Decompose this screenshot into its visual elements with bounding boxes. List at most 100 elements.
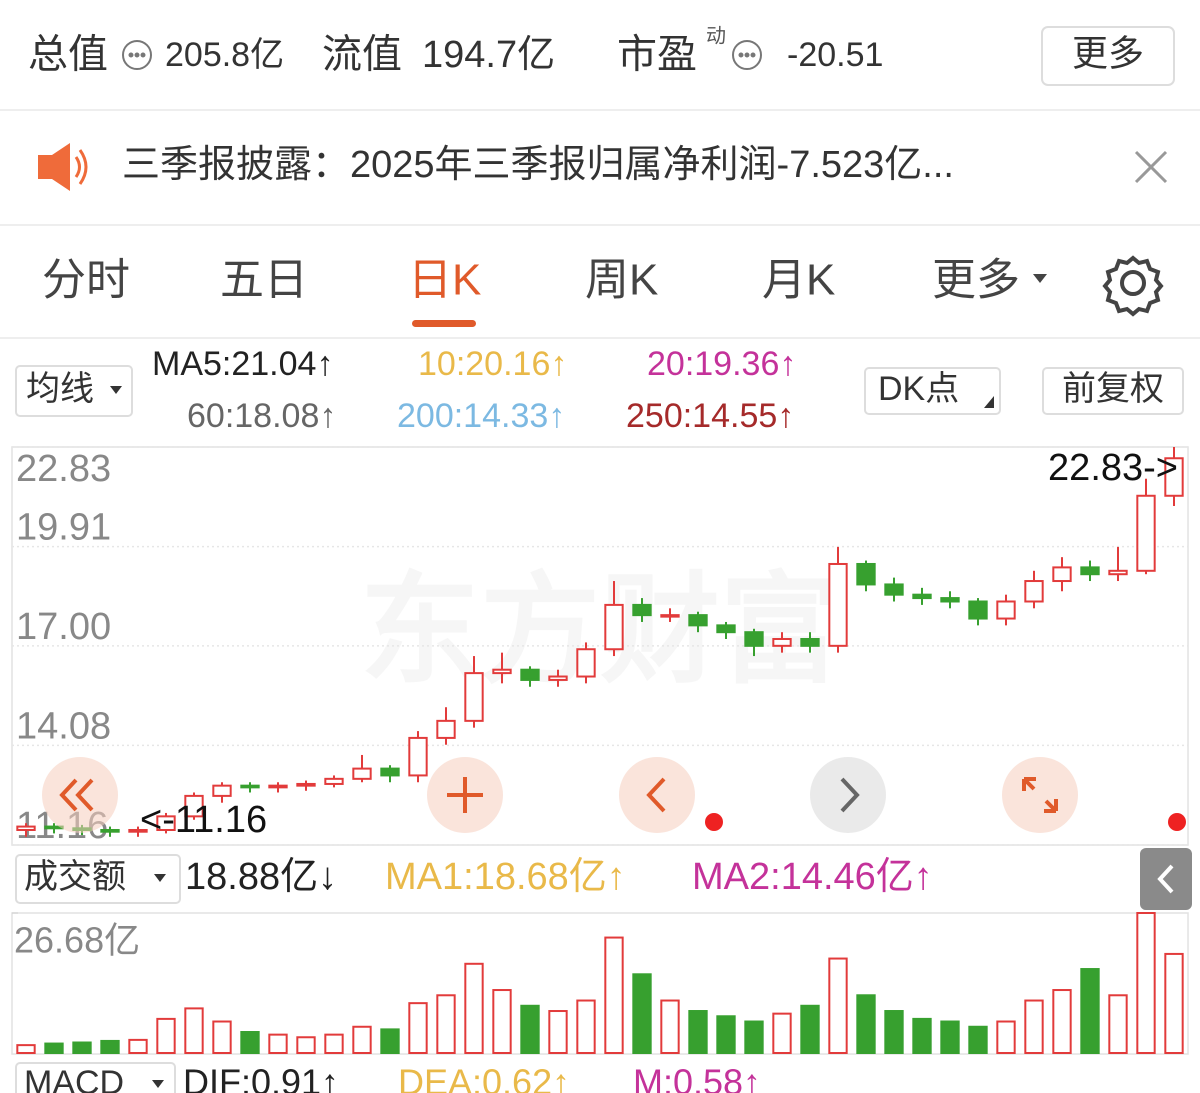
close-button[interactable]	[1134, 150, 1168, 184]
annotation: <-11.16	[140, 799, 267, 841]
chart-control-icon[interactable]	[1022, 777, 1058, 813]
candle-body	[408, 736, 428, 777]
volume-bar	[604, 936, 624, 1055]
candle-body	[884, 583, 904, 596]
dropdown-arrow	[110, 386, 122, 394]
volume-bar	[380, 1028, 400, 1055]
chart-control-icon[interactable]	[447, 777, 483, 813]
volume-button[interactable]	[15, 854, 181, 904]
tab-underline	[412, 320, 476, 327]
badge-dot	[1168, 813, 1186, 831]
candle-body	[828, 562, 848, 647]
ma-button-label[interactable]: 均线	[26, 370, 94, 408]
volume-bar	[44, 1042, 64, 1054]
candle-body	[772, 638, 792, 647]
macd-button-label[interactable]: MACD	[24, 1064, 124, 1093]
stat-label: 市盈	[617, 33, 697, 77]
candle-body	[296, 782, 316, 787]
info-icon	[122, 40, 152, 70]
tab[interactable]: 更多	[932, 256, 1020, 305]
tab[interactable]: 月K	[762, 256, 835, 305]
volume-bar	[548, 1010, 568, 1055]
dropdown-arrow	[152, 1080, 164, 1088]
more-button-label[interactable]: 更多	[1072, 33, 1144, 74]
tab[interactable]: 日K	[408, 256, 481, 305]
candle-body	[128, 828, 148, 833]
tab[interactable]: 周K	[585, 256, 658, 305]
dk-button[interactable]	[864, 367, 1001, 415]
chart-control-icon[interactable]	[59, 778, 94, 812]
candle-body	[240, 784, 260, 789]
volume-bar	[1024, 999, 1044, 1055]
speaker-icon	[38, 143, 88, 191]
tab[interactable]: 分时	[42, 256, 130, 305]
legend-entry: 10:20.16↑	[418, 345, 567, 383]
volume-bar	[184, 1007, 204, 1054]
settings-icon[interactable]	[1102, 255, 1164, 317]
dk-button-label[interactable]: DK点	[878, 370, 959, 408]
volume-bar	[296, 1036, 316, 1054]
candle-body	[520, 668, 540, 681]
candle-body	[660, 614, 680, 618]
chart-control-icon[interactable]	[646, 777, 666, 813]
candle-body	[744, 631, 764, 647]
chart-control[interactable]	[1002, 757, 1078, 833]
legend-entry: 20:19.36↑	[647, 345, 796, 383]
collapse-arrow	[1157, 864, 1174, 894]
candle-body	[632, 603, 652, 617]
y-tick-label: 14.08	[16, 705, 111, 747]
volume-bar	[324, 1033, 344, 1054]
macd-legend: M:0.58↑	[633, 1062, 761, 1093]
adjust-button-label[interactable]: 前复权	[1062, 370, 1164, 408]
corner-arrow	[984, 396, 994, 408]
stat-sup: 动	[706, 24, 726, 47]
candle-body	[212, 784, 232, 797]
collapse-button[interactable]	[1140, 848, 1192, 910]
candle-body	[1024, 580, 1044, 603]
more-button[interactable]	[1041, 26, 1175, 86]
chart-control[interactable]	[810, 757, 886, 833]
volume-bar	[1136, 912, 1156, 1054]
volume-bar	[492, 989, 512, 1055]
volume-button-label[interactable]: 成交额	[24, 858, 126, 896]
candle-body	[352, 767, 372, 780]
volume-bar	[828, 957, 848, 1055]
chart-control[interactable]	[619, 757, 695, 833]
candle-body	[16, 825, 36, 831]
macd-button[interactable]	[15, 1062, 176, 1093]
tab[interactable]: 五日	[220, 256, 308, 305]
volume-bar	[72, 1041, 92, 1055]
volume-bar	[16, 1044, 36, 1054]
candle-body	[156, 815, 176, 831]
candle-body	[464, 672, 484, 722]
legend-entry: 200:14.33↑	[397, 397, 565, 435]
notice-text[interactable]: 三季报披露：2025年三季报归属净利润-7.523亿...	[122, 144, 954, 186]
ma-button[interactable]	[15, 365, 133, 417]
stat-value: -20.51	[787, 36, 883, 74]
volume-bar	[940, 1020, 960, 1055]
candle-body	[716, 624, 736, 634]
candle-body	[184, 794, 204, 818]
volume-bar	[884, 1010, 904, 1055]
volume-bar	[968, 1025, 988, 1054]
candle-body	[1052, 566, 1072, 583]
volume-bar	[800, 1004, 820, 1055]
chart-layer: 分时五日日K周K月K更多11.1614.0817.0019.9122.83MA5…	[12, 256, 1188, 1093]
volume-bar	[856, 994, 876, 1055]
candle-body	[548, 675, 568, 681]
candle-body	[1080, 566, 1100, 576]
y-tick-label: 26.68亿	[14, 920, 140, 961]
volume-bar	[436, 994, 456, 1055]
candle-body	[1164, 457, 1184, 497]
candle-body	[380, 767, 400, 777]
volume-bar	[1164, 952, 1184, 1055]
candle-body	[576, 648, 596, 678]
legend-entry: 60:18.08↑	[187, 397, 336, 435]
volume-bar	[100, 1039, 120, 1054]
candle-body	[940, 597, 960, 603]
chart-control-icon[interactable]	[840, 777, 860, 813]
volume-bar	[996, 1020, 1016, 1055]
candle-body	[100, 828, 120, 833]
adjust-button[interactable]	[1042, 367, 1184, 415]
candle-body	[268, 784, 288, 789]
